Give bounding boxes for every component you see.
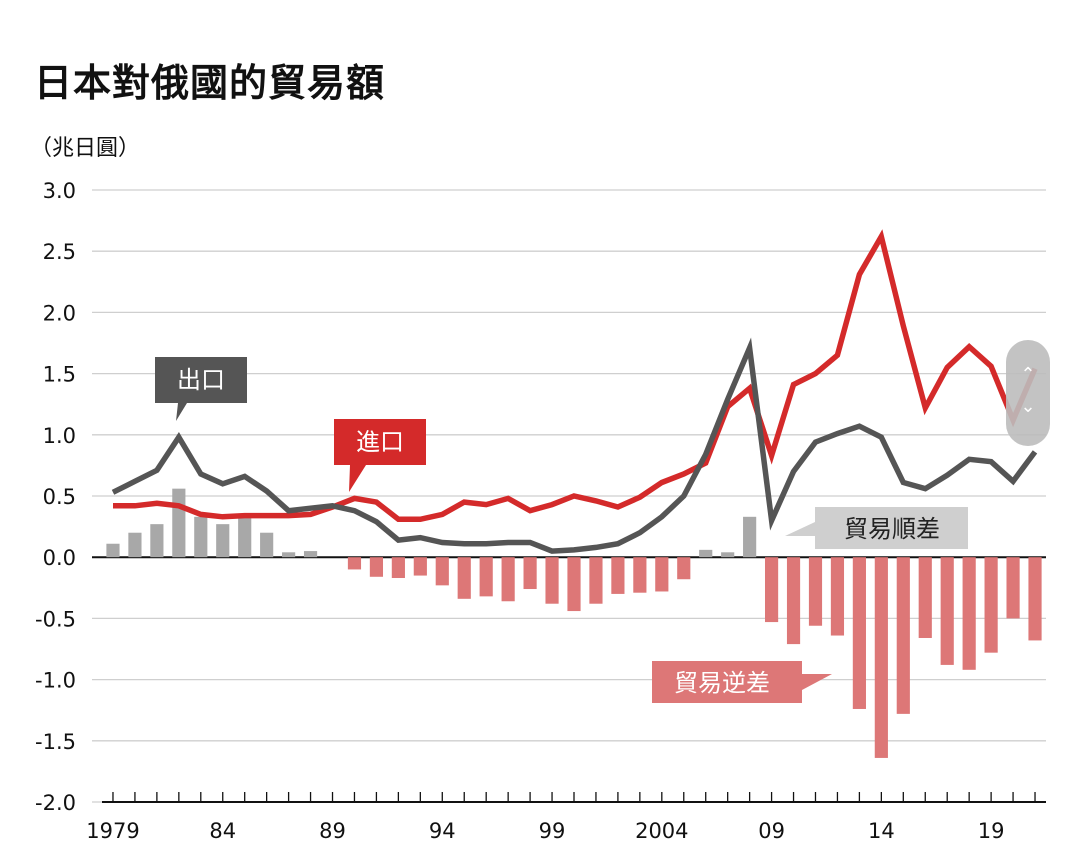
y-tick-label: 2.5 xyxy=(43,240,76,264)
import-callout-label: 進口 xyxy=(356,428,404,456)
surplus-callout-box xyxy=(785,507,968,549)
deficit-bar xyxy=(567,557,581,612)
export-callout-label: 出口 xyxy=(177,366,225,394)
import-callout: 進口 xyxy=(334,419,426,492)
y-tick-label: 2.0 xyxy=(43,301,76,325)
deficit-bar xyxy=(918,557,932,638)
deficit-bar xyxy=(962,557,976,670)
import-series xyxy=(113,229,1038,523)
y-tick-label: -1.0 xyxy=(35,669,76,693)
chart-title: 日本對俄國的貿易額 xyxy=(34,61,386,105)
surplus-bar xyxy=(106,543,120,558)
deficit-bar xyxy=(896,557,910,714)
deficit-bar xyxy=(655,557,669,592)
surplus-bar xyxy=(282,552,296,558)
y-tick-label: 1.0 xyxy=(43,424,76,448)
surplus-callout: 貿易順差 xyxy=(785,507,968,549)
deficit-bar xyxy=(435,557,449,586)
surplus-bar xyxy=(260,532,274,558)
deficit-bar xyxy=(545,557,559,604)
scroll-down-icon[interactable]: ⌄ xyxy=(1020,396,1036,417)
deficit-bar xyxy=(677,557,691,580)
x-tick-label: 19 xyxy=(978,819,1005,843)
deficit-bar xyxy=(1028,557,1042,641)
scroll-up-icon[interactable]: ⌃ xyxy=(1020,364,1036,385)
y-tick-label: 3.0 xyxy=(43,179,76,203)
deficit-bar xyxy=(874,557,888,758)
x-tick-label: 2004 xyxy=(635,819,688,843)
y-tick-label: -1.5 xyxy=(35,730,76,754)
surplus-bar xyxy=(172,488,186,558)
x-tick-label: 94 xyxy=(429,819,456,843)
deficit-bar xyxy=(633,557,647,593)
deficit-callout: 貿易逆差 xyxy=(652,661,832,703)
y-tick-label: 0.5 xyxy=(43,485,76,509)
deficit-bar xyxy=(413,557,427,576)
import-line xyxy=(113,229,1038,523)
x-tick-label: 1979 xyxy=(86,819,139,843)
x-tick-label: 84 xyxy=(209,819,236,843)
deficit-bar xyxy=(501,557,515,602)
surplus-bar xyxy=(216,524,230,558)
surplus-bar xyxy=(699,549,713,558)
y-axis-unit-label: （兆日圓） xyxy=(30,136,141,161)
deficit-bar xyxy=(808,557,823,626)
surplus-bar xyxy=(303,551,318,558)
surplus-bar xyxy=(238,518,252,558)
x-tick-label: 99 xyxy=(539,819,566,843)
deficit-bar xyxy=(830,557,845,636)
export-series xyxy=(111,337,1038,554)
deficit-bar xyxy=(479,557,493,597)
y-tick-label: -2.0 xyxy=(35,791,76,815)
y-tick-label: 1.5 xyxy=(43,363,76,387)
deficit-bar xyxy=(347,557,362,570)
export-callout: 出口 xyxy=(155,357,247,421)
surplus-bar xyxy=(150,524,164,558)
surplus-callout-label: 貿易順差 xyxy=(844,515,940,543)
scroll-handle[interactable]: ⌃ ⌄ xyxy=(1006,340,1050,446)
deficit-bar xyxy=(984,557,998,653)
x-tick-label: 14 xyxy=(868,819,895,843)
y-tick-label: -0.5 xyxy=(35,607,76,631)
export-callout-box xyxy=(155,357,247,421)
import-callout-box xyxy=(334,419,426,492)
deficit-bar xyxy=(457,557,471,599)
deficit-bar xyxy=(764,557,779,623)
export-line xyxy=(111,337,1038,554)
y-tick-label: 0.0 xyxy=(43,546,76,570)
surplus-bar xyxy=(128,532,142,558)
surplus-bar xyxy=(194,516,208,558)
surplus-bar xyxy=(743,516,757,558)
deficit-bar xyxy=(391,557,405,579)
x-tick-label: 89 xyxy=(319,819,346,843)
deficit-bar xyxy=(940,557,954,665)
x-tick-label: 09 xyxy=(758,819,785,843)
deficit-callout-box xyxy=(652,661,832,703)
deficit-bar xyxy=(1006,557,1020,619)
deficit-bar xyxy=(786,557,801,645)
x-axis: 1979 84 89 94 99 2004 09 14 19 xyxy=(86,792,1046,843)
deficit-callout-label: 貿易逆差 xyxy=(674,669,770,697)
deficit-bar xyxy=(589,557,603,604)
deficit-bar xyxy=(852,557,866,709)
deficit-bar xyxy=(369,557,384,577)
y-axis-ticks: 3.0 2.5 2.0 1.5 1.0 0.5 0.0 -0.5 -1.0 -1.5 -2.0 xyxy=(35,179,76,815)
deficit-bar xyxy=(523,557,537,590)
surplus-bar xyxy=(721,552,735,558)
deficit-bar xyxy=(611,557,625,594)
